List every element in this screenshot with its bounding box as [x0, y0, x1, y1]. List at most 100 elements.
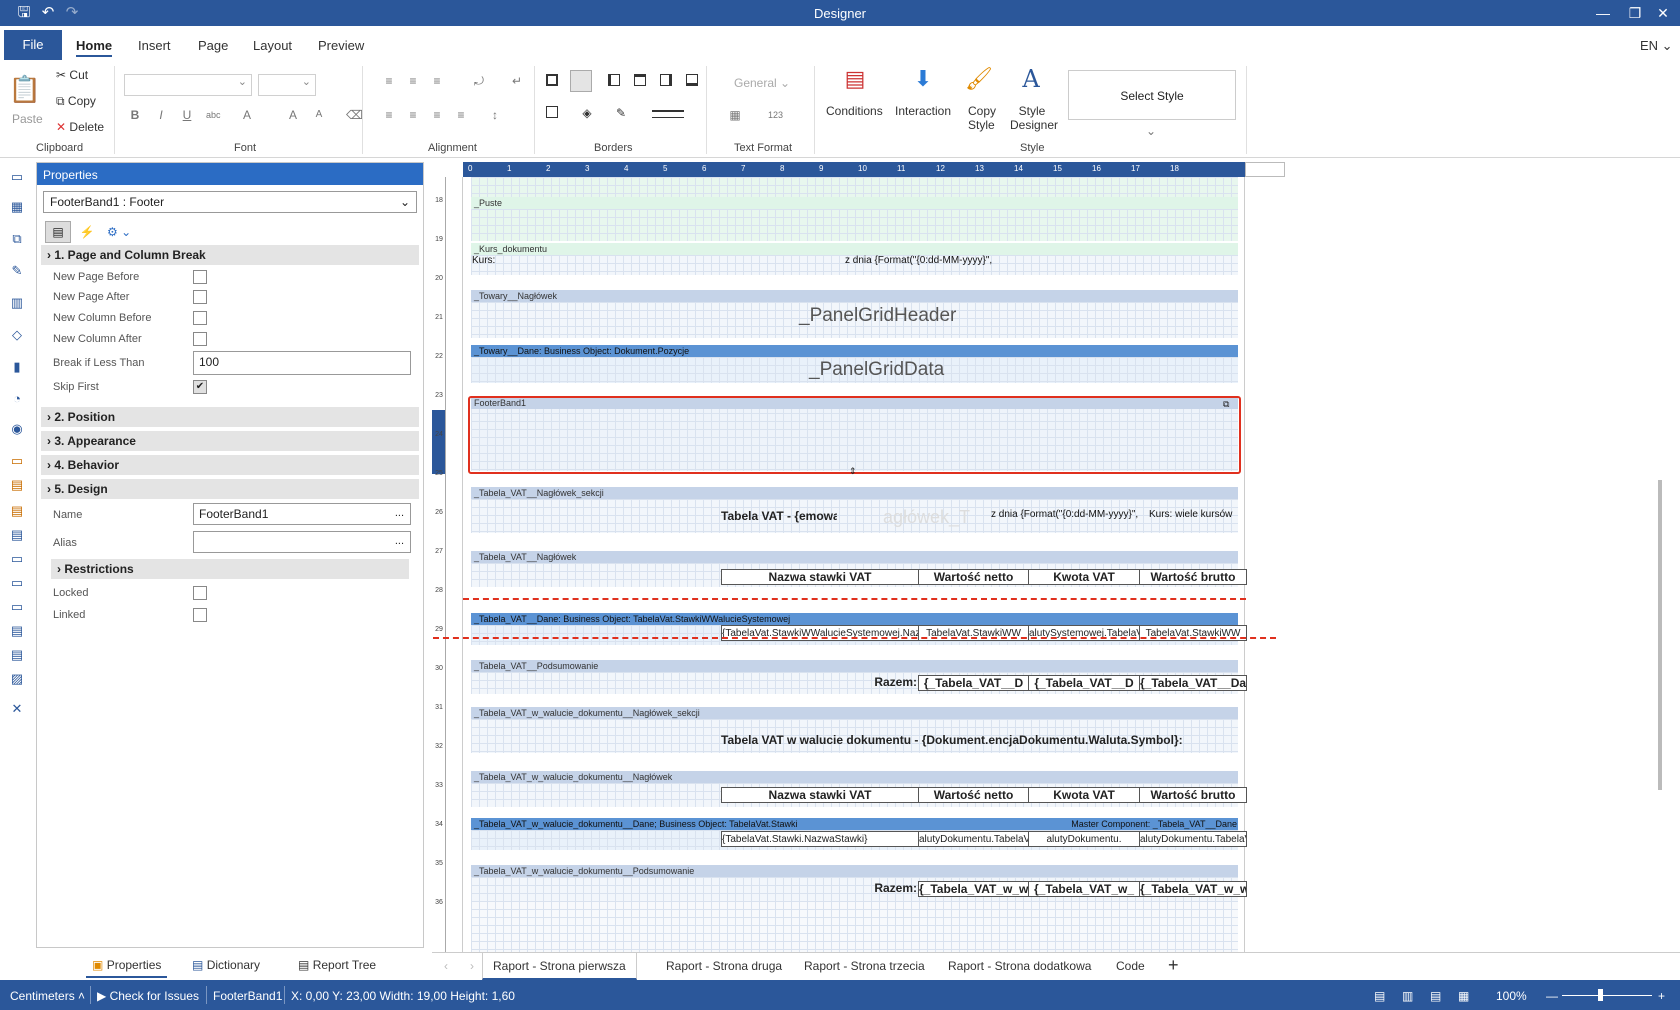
align-left-icon[interactable]: ≡ [385, 108, 393, 122]
view-normal-icon[interactable]: ▤ [1374, 989, 1386, 1003]
wal-razem-vat[interactable]: {_Tabela_VAT_w_ [1028, 881, 1140, 897]
vertical-scrollbar[interactable] [1658, 480, 1662, 790]
barcode-icon[interactable]: ▥ [10, 295, 24, 310]
container-icon[interactable]: ▭ [10, 575, 24, 590]
razem-label[interactable]: Razem: [874, 675, 917, 689]
tab-dictionary[interactable]: ▤ Dictionary [192, 958, 261, 972]
maximize-button[interactable]: ❐ [1628, 5, 1642, 21]
tab-page[interactable]: Page [198, 38, 229, 53]
wal-dane-vat[interactable]: alutyDokumentu. [1028, 831, 1140, 847]
font-size-combo[interactable] [258, 74, 316, 96]
font-family-combo[interactable] [124, 74, 252, 96]
wal-header-vat[interactable]: Kwota VAT [1028, 787, 1140, 803]
vat-header-nazwa[interactable]: Nazwa stawki VAT [721, 569, 919, 585]
tab-insert[interactable]: Insert [138, 38, 171, 53]
text-icon[interactable]: ▤ [10, 503, 24, 518]
wal-dane-netto[interactable]: alutyDokumentu.TabelaVat.Stawki.War [918, 831, 1029, 847]
label-icon[interactable]: ▤ [10, 647, 24, 662]
alias-input[interactable]: ... [193, 531, 411, 553]
vat-title-field[interactable]: Tabela VAT - {emowa.Symbol} [721, 509, 837, 523]
wal-razem-label[interactable]: Razem: [874, 881, 917, 895]
font-color-icon[interactable]: A [242, 108, 251, 122]
copy-style-button[interactable]: Copy Style [968, 104, 997, 132]
events-icon[interactable]: ⚡ [79, 225, 95, 239]
band-kurs-dokumentu[interactable]: _Kurs_dokumentu [471, 243, 1238, 255]
section-position[interactable]: › 2. Position [41, 407, 419, 427]
conditions-button[interactable]: Conditions [826, 104, 883, 118]
tab-strona-dodatkowa[interactable]: Raport - Strona dodatkowa [948, 959, 1092, 973]
cut-button[interactable]: ✂ Cut [56, 68, 89, 82]
line-spacing-icon[interactable]: ↕ [492, 108, 498, 122]
text-format-combo[interactable]: General ⌄ [734, 76, 791, 90]
view-page-icon[interactable]: ▥ [1402, 989, 1414, 1003]
border-left-icon[interactable] [608, 74, 620, 86]
tab-strona-trzecia[interactable]: Raport - Strona trzecia [804, 959, 925, 973]
properties-view-icon[interactable]: ▤ [45, 221, 71, 243]
border-outline-icon[interactable] [546, 106, 558, 118]
view-width-icon[interactable]: ▤ [1430, 989, 1442, 1003]
zoom-slider[interactable] [1562, 995, 1652, 996]
checkbox-new-page-before[interactable] [193, 270, 207, 284]
table-icon[interactable]: ▭ [10, 599, 24, 614]
section-behavior[interactable]: › 4. Behavior [41, 455, 419, 475]
redo-icon[interactable]: ↷ [65, 4, 79, 21]
checkbox-linked[interactable] [193, 608, 207, 622]
underline-icon[interactable]: U [182, 108, 192, 122]
tab-strona-pierwsza[interactable]: Raport - Strona pierwsza [482, 953, 637, 980]
settings-gear-icon[interactable]: ⚙ ⌄ [107, 225, 132, 239]
component-icon[interactable]: ⧉ [12, 231, 22, 246]
vat-date-field[interactable]: z dnia {Format("{0:dd-MM-yyyy}", [991, 509, 1139, 520]
gauge-icon[interactable]: ◔ [13, 391, 21, 406]
save-icon[interactable]: 🖫 [17, 4, 31, 21]
vat-header-netto[interactable]: Wartość netto [918, 569, 1029, 585]
band-towary-dane[interactable]: _Towary__Dane: Business Object: Dokument… [471, 345, 1238, 357]
razem-vat[interactable]: {_Tabela_VAT__D [1028, 675, 1140, 691]
copy-button[interactable]: ⧉ Copy [56, 94, 96, 108]
wal-dane-brutto[interactable]: alutyDokumentu.TabelaVat.Stawki.War [1139, 831, 1247, 847]
grow-font-icon[interactable]: A [288, 108, 297, 122]
view-multi-icon[interactable]: ▦ [1458, 989, 1470, 1003]
units-selector[interactable]: Centimeters ˄ [10, 989, 86, 1003]
border-style-icon[interactable] [652, 110, 684, 118]
toolbox-icon[interactable]: ▭ [10, 453, 24, 468]
zoom-in-icon[interactable]: + [1658, 989, 1666, 1003]
align-center-icon[interactable]: ≡ [409, 108, 417, 122]
pen-icon[interactable]: ✎ [11, 263, 23, 278]
border-bottom-icon[interactable] [686, 74, 698, 86]
align-bottom-icon[interactable]: ≡ [433, 74, 441, 88]
band-towary-naglowek[interactable]: _Towary__Nagłówek [471, 290, 1238, 302]
cross-band-icon[interactable]: ▦ [10, 199, 24, 214]
checkbox-skip-first[interactable]: ✔ [193, 380, 207, 394]
section-appearance[interactable]: › 3. Appearance [41, 431, 419, 451]
name-input[interactable]: FooterBand1... [193, 503, 411, 525]
prev-page-icon[interactable]: ‹ [444, 959, 448, 973]
number-format-icon[interactable]: 123 [768, 110, 784, 120]
band-wal-naglowek[interactable]: _Tabela_VAT_w_walucie_dokumentu__Nagłówe… [471, 771, 1238, 783]
razem-brutto[interactable]: {_Tabela_VAT__Dane.TabelaVat.Sta [1139, 675, 1247, 691]
band-vat-podsumowanie[interactable]: _Tabela_VAT__Podsumowanie [471, 660, 1238, 672]
style-designer-button[interactable]: Style Designer [1010, 104, 1059, 132]
shrink-font-icon[interactable]: A [315, 109, 323, 120]
align-middle-icon[interactable]: ≡ [409, 74, 417, 88]
panel-grid-data[interactable]: _PanelGridData [809, 359, 945, 380]
band-resize-icon[interactable]: ⧉ [1223, 399, 1230, 409]
close-button[interactable]: ✕ [1657, 5, 1669, 21]
select-style-box[interactable]: Select Style [1068, 70, 1236, 120]
band-wal-dane[interactable]: _Tabela_VAT_w_walucie_dokumentu__Dane; B… [471, 818, 1238, 830]
band-puste[interactable]: _Puste [471, 197, 1238, 209]
panel-grid-header[interactable]: _PanelGridHeader [799, 305, 957, 326]
border-color-icon[interactable]: ✎ [615, 106, 627, 120]
rich-text-icon[interactable]: ▤ [10, 527, 24, 542]
break-if-less-than-input[interactable]: 100 [193, 351, 411, 375]
wal-razem-brutto[interactable]: {_Tabela_VAT_w_walucie_dokumen [1139, 881, 1247, 897]
selected-band-outline[interactable] [468, 396, 1241, 474]
strikethrough-icon[interactable]: abc [206, 110, 221, 120]
vat-kurs-field[interactable]: Kurs: wiele kursów [1149, 509, 1233, 520]
list-icon[interactable]: ▤ [10, 623, 24, 638]
border-right-icon[interactable] [660, 74, 672, 86]
interaction-button[interactable]: Interaction [895, 104, 952, 118]
chevron-down-icon[interactable]: ⌄ [1145, 124, 1157, 138]
tab-properties[interactable]: ▣ Properties [86, 954, 168, 978]
language-selector[interactable]: EN ⌄ [1640, 38, 1673, 53]
map-icon[interactable]: ◉ [11, 421, 23, 436]
